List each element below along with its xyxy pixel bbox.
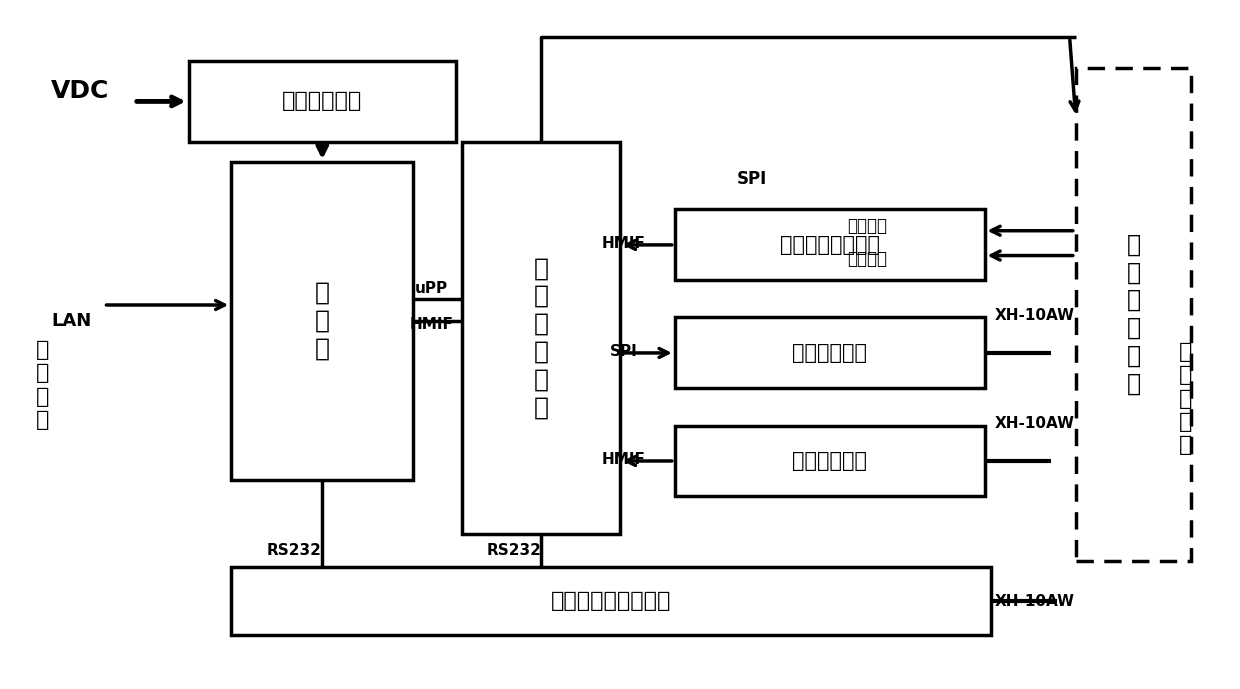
Text: 网
络
接
口: 网 络 接 口 <box>36 340 50 430</box>
Text: 电
台
控
制
口: 电 台 控 制 口 <box>1178 342 1192 455</box>
Bar <box>231 162 413 480</box>
Bar <box>231 567 991 635</box>
Text: 核
心
板: 核 心 板 <box>315 281 330 360</box>
Text: 参考时钟: 参考时钟 <box>847 217 888 236</box>
Text: XH-10AW: XH-10AW <box>994 416 1074 431</box>
Text: 开关控制及串口模块: 开关控制及串口模块 <box>551 591 671 611</box>
Bar <box>463 142 620 533</box>
Text: uPP: uPP <box>415 281 448 296</box>
Text: HMIF: HMIF <box>601 236 646 251</box>
Text: HMIF: HMIF <box>601 452 646 466</box>
Text: XH-10AW: XH-10AW <box>994 594 1074 608</box>
Text: 电压变换模块: 电压变换模块 <box>283 92 362 112</box>
Text: RS232: RS232 <box>487 543 542 558</box>
Bar <box>1075 68 1192 561</box>
Text: 中频信号分析模块: 中频信号分析模块 <box>780 235 879 255</box>
Text: 音频产生模块: 音频产生模块 <box>792 343 867 363</box>
Bar <box>675 318 985 389</box>
Bar <box>675 426 985 496</box>
Bar <box>188 61 456 142</box>
Text: 控
制
处
理
模
块: 控 制 处 理 模 块 <box>533 256 548 419</box>
Text: VDC: VDC <box>51 79 109 103</box>
Text: LAN: LAN <box>51 312 92 330</box>
Text: XH-10AW: XH-10AW <box>994 308 1074 323</box>
Text: 音频分析模块: 音频分析模块 <box>792 451 867 471</box>
Text: 中频信号: 中频信号 <box>847 249 888 268</box>
Text: SPI: SPI <box>737 170 766 188</box>
Text: RS232: RS232 <box>267 543 321 558</box>
Text: SPI: SPI <box>610 344 637 359</box>
Bar <box>675 209 985 280</box>
Text: 射
频
前
端
单
元: 射 频 前 端 单 元 <box>1126 233 1141 395</box>
Text: HMIF: HMIF <box>409 318 454 333</box>
